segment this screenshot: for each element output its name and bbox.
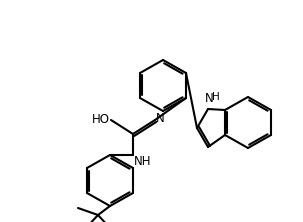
Text: H: H: [212, 92, 220, 102]
Text: HO: HO: [92, 113, 110, 127]
Text: NH: NH: [134, 155, 152, 168]
Text: N: N: [156, 113, 165, 125]
Text: N: N: [205, 92, 213, 105]
